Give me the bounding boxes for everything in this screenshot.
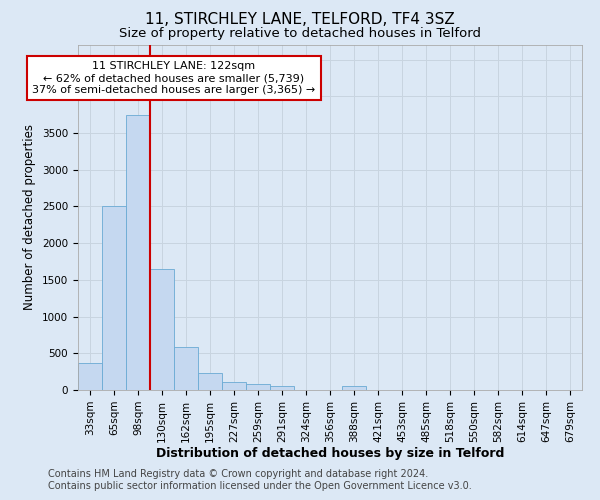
- Bar: [102, 206, 126, 390]
- X-axis label: Distribution of detached houses by size in Telford: Distribution of detached houses by size …: [156, 448, 504, 460]
- Bar: [78, 363, 102, 390]
- Text: 11, STIRCHLEY LANE, TELFORD, TF4 3SZ: 11, STIRCHLEY LANE, TELFORD, TF4 3SZ: [145, 12, 455, 28]
- Text: Size of property relative to detached houses in Telford: Size of property relative to detached ho…: [119, 28, 481, 40]
- Text: Contains HM Land Registry data © Crown copyright and database right 2024.
Contai: Contains HM Land Registry data © Crown c…: [48, 470, 472, 491]
- Bar: [150, 269, 174, 390]
- Bar: [126, 114, 150, 390]
- Bar: [198, 373, 222, 390]
- Bar: [222, 382, 246, 390]
- Text: 11 STIRCHLEY LANE: 122sqm
← 62% of detached houses are smaller (5,739)
37% of se: 11 STIRCHLEY LANE: 122sqm ← 62% of detac…: [32, 62, 316, 94]
- Bar: [246, 384, 270, 390]
- Bar: [270, 386, 294, 390]
- Bar: [342, 386, 366, 390]
- Y-axis label: Number of detached properties: Number of detached properties: [23, 124, 37, 310]
- Bar: [174, 346, 198, 390]
